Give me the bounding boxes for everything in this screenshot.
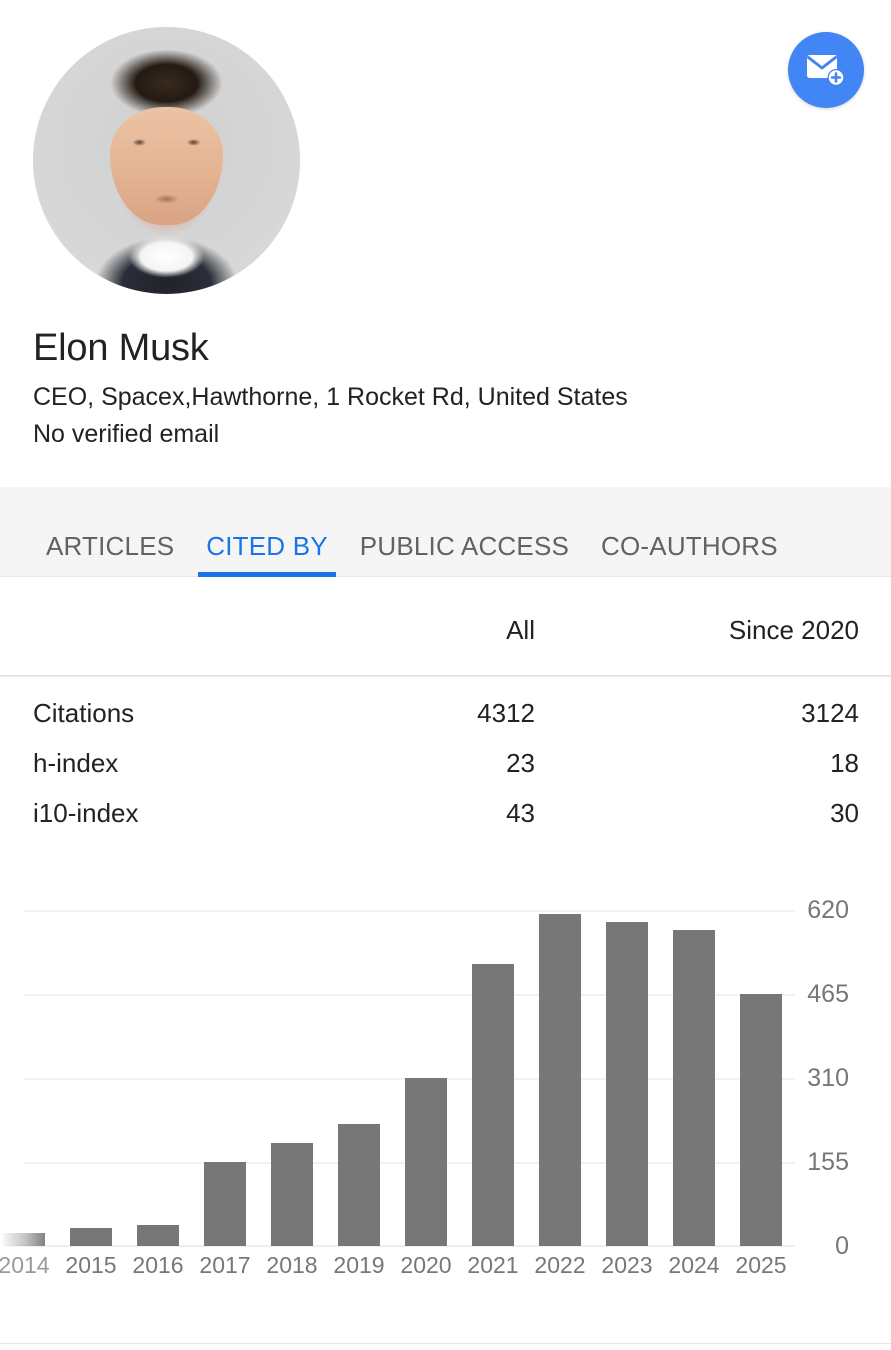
metrics-divider-secondary [0,676,891,677]
table-row: Citations 4312 3124 [0,690,891,740]
metrics-col-header-all: All [506,615,535,645]
chart-x-tick-label: 2017 [199,1252,251,1278]
tab-cited-by[interactable]: CITED BY [190,487,344,577]
chart-bar[interactable] [137,1225,179,1246]
tab-articles[interactable]: ARTICLES [30,487,190,577]
chart-y-tick-label: 310 [807,1064,849,1092]
chart-bar[interactable] [338,1124,380,1246]
chart-x-tick-label: 2020 [400,1252,452,1278]
metric-label: i10-index [33,798,139,828]
metric-value-all: 43 [506,798,535,828]
chart-axis-line [0,1245,795,1247]
chart-x-tick-label: 2021 [467,1252,519,1278]
chart-gridline [24,910,795,912]
tab-co-authors[interactable]: CO-AUTHORS [585,487,794,577]
metric-value-since: 30 [830,798,859,828]
chart-x-tick-label: 2014 [0,1252,50,1278]
chart-bar[interactable] [472,964,514,1246]
chart-x-tick-label: 2024 [668,1252,720,1278]
chart-bar[interactable] [740,994,782,1246]
avatar[interactable] [33,27,300,294]
chart-bar[interactable] [70,1228,112,1246]
metric-label: Citations [33,698,135,728]
chart-x-tick-label: 2015 [65,1252,117,1278]
tab-public-access[interactable]: PUBLIC ACCESS [344,487,585,577]
chart-x-tick-label: 2025 [735,1252,787,1278]
chart-scroll-fade [0,880,30,1250]
chart-y-tick-label: 465 [807,980,849,1008]
metric-label: h-index [33,748,119,778]
bottom-divider [0,1343,891,1344]
chart-x-tick-label: 2019 [333,1252,385,1278]
chart-bar[interactable] [673,930,715,1246]
metric-value-all: 4312 [477,698,535,728]
metric-value-all: 23 [506,748,535,778]
chart-plot-area[interactable]: 2014 2015 2016 2017 2018 2019 2020 2021 2022 2023… [0,880,795,1280]
chart-bar[interactable] [606,921,648,1246]
chart-y-tick-label: 0 [835,1232,849,1260]
profile-email-status: No verified email [33,420,220,448]
chart-x-tick-label: 2018 [266,1252,318,1278]
chart-bar[interactable] [3,1233,45,1246]
profile-affiliation: CEO, Spacex,Hawthorne, 1 Rocket Rd, Unit… [33,383,628,411]
follow-button[interactable] [788,32,864,108]
chart-x-tick-label: 2022 [534,1252,586,1278]
page-title: Elon Musk [33,327,209,369]
chart-bar[interactable] [539,914,581,1246]
chart-bar[interactable] [405,1078,447,1246]
avatar-photo [33,27,300,294]
table-row: i10-index 43 30 [0,790,891,840]
citations-chart: 2014 2015 2016 2017 2018 2019 2020 2021 2022 2023… [0,880,891,1300]
chart-y-tick-label: 155 [807,1148,849,1176]
table-row: h-index 23 18 [0,740,891,790]
mail-add-icon [806,53,846,87]
chart-bar[interactable] [271,1143,313,1246]
chart-bar[interactable] [204,1162,246,1246]
metrics-body: Citations 4312 3124 h-index 23 18 i10-index 43 3… [0,690,891,840]
tab-bar: ARTICLES CITED BY PUBLIC ACCESS CO-AUTHORS [0,487,891,577]
profile-header: Elon Musk CEO, Spacex,Hawthorne, 1 Rocke… [0,0,891,487]
chart-y-tick-label: 620 [807,896,849,924]
chart-y-axis: 0 155 310 465 620 [795,880,891,1280]
chart-gridline [24,994,795,996]
metric-value-since: 18 [830,748,859,778]
chart-x-tick-label: 2023 [601,1252,653,1278]
metrics-col-header-since: Since 2020 [728,615,859,645]
metric-value-since: 3124 [801,698,859,728]
metrics-divider [0,675,891,676]
metrics-table: All Since 2020 [0,578,891,674]
metrics-header-row: All Since 2020 [0,578,891,674]
chart-x-tick-label: 2016 [132,1252,184,1278]
